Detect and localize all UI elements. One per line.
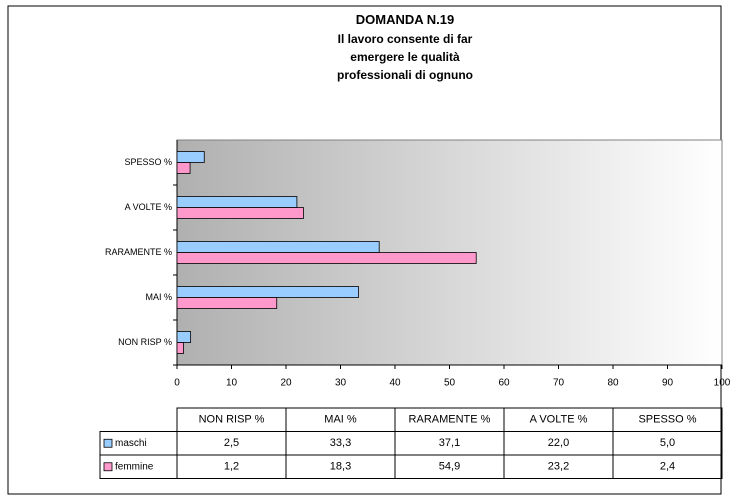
table-value: 1,2 — [224, 461, 239, 473]
bar — [176, 241, 380, 253]
bar — [176, 207, 304, 219]
bar — [176, 286, 359, 298]
y-tick-label: A VOLTE % — [125, 202, 172, 212]
x-tick-label: 70 — [553, 378, 565, 389]
x-tick-label: 90 — [662, 378, 674, 389]
chart-subtitle: Il lavoro consente di far emergere le qu… — [337, 32, 473, 82]
table-header: A VOLTE % — [530, 414, 588, 426]
bar — [176, 252, 477, 264]
legend-label: femmine — [115, 461, 154, 472]
y-tick-label: MAI % — [145, 292, 172, 302]
table-header: MAI % — [324, 414, 357, 426]
bar — [176, 297, 278, 309]
bar — [176, 331, 192, 343]
x-tick-label: 30 — [335, 378, 347, 389]
y-tick-label: NON RISP % — [118, 337, 172, 347]
y-tick-label: SPESSO % — [124, 157, 172, 167]
table-value: 54,9 — [439, 461, 460, 473]
table-header: RARAMENTE % — [409, 414, 491, 426]
legend-label: maschi — [115, 438, 147, 449]
table-value: 18,3 — [330, 461, 351, 473]
bar — [176, 342, 184, 354]
table-header: SPESSO % — [638, 414, 696, 426]
bar — [176, 196, 298, 208]
bar — [176, 151, 205, 163]
x-tick-label: 40 — [389, 378, 401, 389]
x-tick-label: 20 — [280, 378, 292, 389]
table-header: NON RISP % — [199, 414, 265, 426]
x-tick-label: 0 — [174, 378, 180, 389]
table-value: 2,5 — [224, 437, 239, 449]
x-tick-label: 100 — [714, 378, 730, 389]
table-value: 37,1 — [439, 437, 460, 449]
y-tick-label: RARAMENTE % — [105, 247, 172, 257]
legend-swatch — [103, 462, 113, 472]
table-value: 33,3 — [330, 437, 351, 449]
table-value: 2,4 — [660, 461, 675, 473]
bar — [176, 162, 191, 174]
x-tick-label: 10 — [226, 378, 238, 389]
table-value: 23,2 — [548, 461, 569, 473]
x-tick-label: 60 — [498, 378, 510, 389]
table-value: 5,0 — [660, 437, 675, 449]
table-value: 22,0 — [548, 437, 569, 449]
legend-swatch — [103, 438, 113, 448]
x-tick-label: 80 — [607, 378, 619, 389]
chart-title: DOMANDA N.19 — [355, 12, 455, 27]
x-tick-label: 50 — [444, 378, 456, 389]
